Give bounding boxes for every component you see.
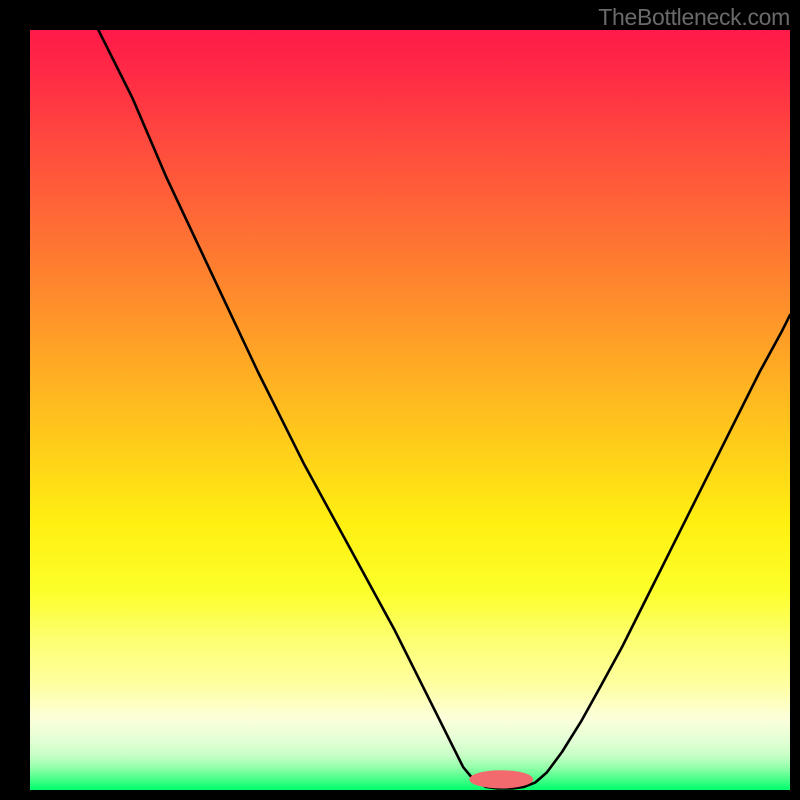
chart-area [30, 30, 790, 790]
optimal-marker [469, 770, 533, 788]
chart-svg [30, 30, 790, 790]
watermark-text: TheBottleneck.com [598, 4, 790, 31]
gradient-background [30, 30, 790, 790]
